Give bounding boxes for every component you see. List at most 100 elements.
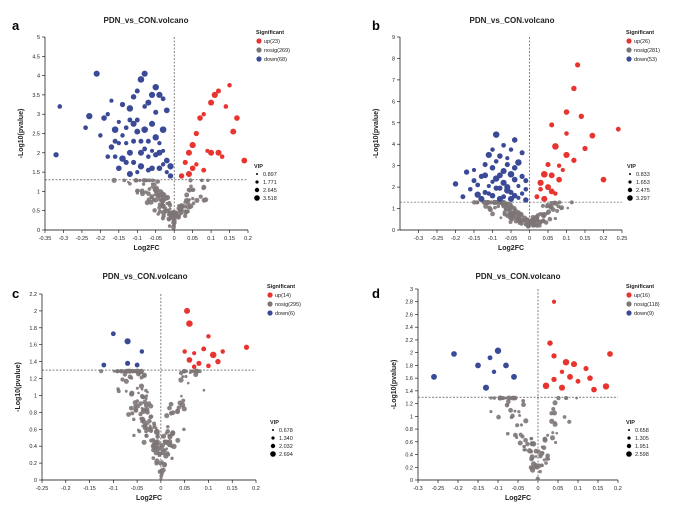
- chart-title: PDN_vs_CON.volcano: [476, 272, 561, 281]
- y-tick-label: 1: [410, 414, 413, 420]
- nosig-point: [148, 427, 154, 433]
- y-tick-label: 0: [34, 478, 37, 484]
- x-tick-label: 0.1: [207, 236, 215, 242]
- y-tick-label: 0: [392, 228, 395, 234]
- down-point: [471, 167, 477, 173]
- down-point: [108, 144, 115, 150]
- up-point: [607, 351, 613, 357]
- down-point: [160, 96, 166, 102]
- x-tick-label: 0: [536, 486, 539, 492]
- nosig-point: [506, 399, 511, 404]
- up-point: [206, 334, 211, 339]
- vip-size-label: 2.032: [279, 444, 293, 450]
- down-point: [119, 155, 126, 162]
- nosig-point: [133, 406, 139, 412]
- nosig-point: [181, 406, 187, 412]
- nosig-point: [171, 443, 177, 450]
- nosig-point: [526, 448, 533, 454]
- down-point: [156, 91, 163, 98]
- y-tick-label: 2.2: [29, 292, 37, 298]
- down-point: [139, 349, 145, 354]
- nosig-point: [164, 413, 170, 419]
- down-point: [98, 133, 103, 138]
- down-point: [131, 159, 137, 165]
- x-tick-label: -0.05: [512, 486, 525, 492]
- nosig-point: [131, 417, 136, 422]
- down-point: [496, 195, 503, 202]
- nosig-point: [152, 182, 157, 187]
- vip-size-label: 1.653: [636, 180, 650, 186]
- vip-size-label: 1.951: [635, 444, 649, 450]
- down-point: [503, 362, 509, 369]
- x-tick-label: -0.2: [451, 236, 460, 242]
- y-tick-label: 2: [37, 151, 40, 157]
- y-tick-label: 2.8: [405, 300, 413, 306]
- nosig-point: [129, 376, 134, 380]
- y-tick-label: 3: [37, 112, 40, 118]
- vip-legend-title: VIP: [270, 420, 279, 426]
- nosig-point: [134, 369, 138, 373]
- nosig-point: [144, 178, 149, 183]
- nosig-point: [128, 405, 134, 411]
- vip-size-label: 0.897: [263, 172, 277, 178]
- nosig-point: [540, 218, 546, 224]
- nosig-point: [119, 368, 124, 374]
- nosig-point: [141, 182, 146, 186]
- down-point: [516, 183, 521, 189]
- x-tick-label: -0.2: [61, 486, 70, 492]
- nosig-point: [152, 188, 157, 192]
- down-point: [519, 191, 525, 196]
- up-point: [556, 176, 562, 183]
- nosig-point: [508, 204, 514, 211]
- panel-c: c PDN_vs_CON.volcano -0.25 -0.2 -0.15 -0.1 -0.…: [12, 272, 301, 502]
- vip-size-marker: [255, 180, 259, 184]
- y-tick-label: 7: [392, 78, 395, 84]
- legend-marker-up: [267, 292, 273, 298]
- legend-label-nosig: nosig(295): [275, 302, 301, 308]
- nosig-point: [140, 408, 147, 415]
- down-point: [130, 120, 137, 127]
- x-tick-label: 0.2: [614, 486, 622, 492]
- nosig-point: [144, 433, 148, 438]
- y-axis-label: -Log10(pvalue): [391, 360, 398, 410]
- nosig-point: [521, 398, 526, 403]
- legend-label-down: down(53): [634, 57, 657, 63]
- nosig-point: [538, 220, 542, 224]
- nosig-point: [146, 197, 151, 202]
- nosig-point: [149, 438, 154, 443]
- nosig-point: [517, 440, 523, 446]
- up-point: [575, 378, 581, 384]
- nosig-point: [201, 184, 207, 190]
- vip-size-marker: [254, 195, 260, 201]
- up-point: [201, 346, 207, 352]
- down-point: [511, 373, 517, 380]
- x-tick-label: -0.15: [472, 486, 485, 492]
- up-point: [185, 170, 192, 178]
- nosig-point: [549, 435, 556, 441]
- down-point: [167, 163, 174, 170]
- x-tick-label: 0.05: [187, 236, 198, 242]
- up-point: [551, 353, 557, 359]
- y-tick-label: 0.8: [29, 410, 37, 416]
- y-tick-label: 2: [410, 351, 413, 357]
- nosig-point: [509, 415, 514, 420]
- legend-label-nosig: nosig(281): [634, 48, 660, 54]
- nosig-point: [126, 412, 131, 417]
- down-point: [511, 176, 518, 183]
- vip-size-marker: [270, 451, 276, 457]
- x-tick-label: -0.1: [493, 486, 502, 492]
- y-tick-label: 4: [392, 142, 395, 148]
- nosig-point: [147, 418, 152, 424]
- y-tick-label: 9: [392, 35, 395, 41]
- vip-size-marker: [256, 173, 258, 175]
- nosig-point: [180, 394, 183, 398]
- legend-label-up: up(23): [264, 39, 280, 45]
- up-point: [583, 366, 589, 372]
- legend-label-nosig: nosig(269): [264, 48, 290, 54]
- nosig-point: [180, 204, 185, 209]
- vip-size-marker: [626, 451, 632, 457]
- down-point: [105, 154, 111, 159]
- down-point: [496, 172, 503, 179]
- chart-title: PDN_vs_CON.volcano: [103, 272, 188, 281]
- up-point: [562, 358, 570, 366]
